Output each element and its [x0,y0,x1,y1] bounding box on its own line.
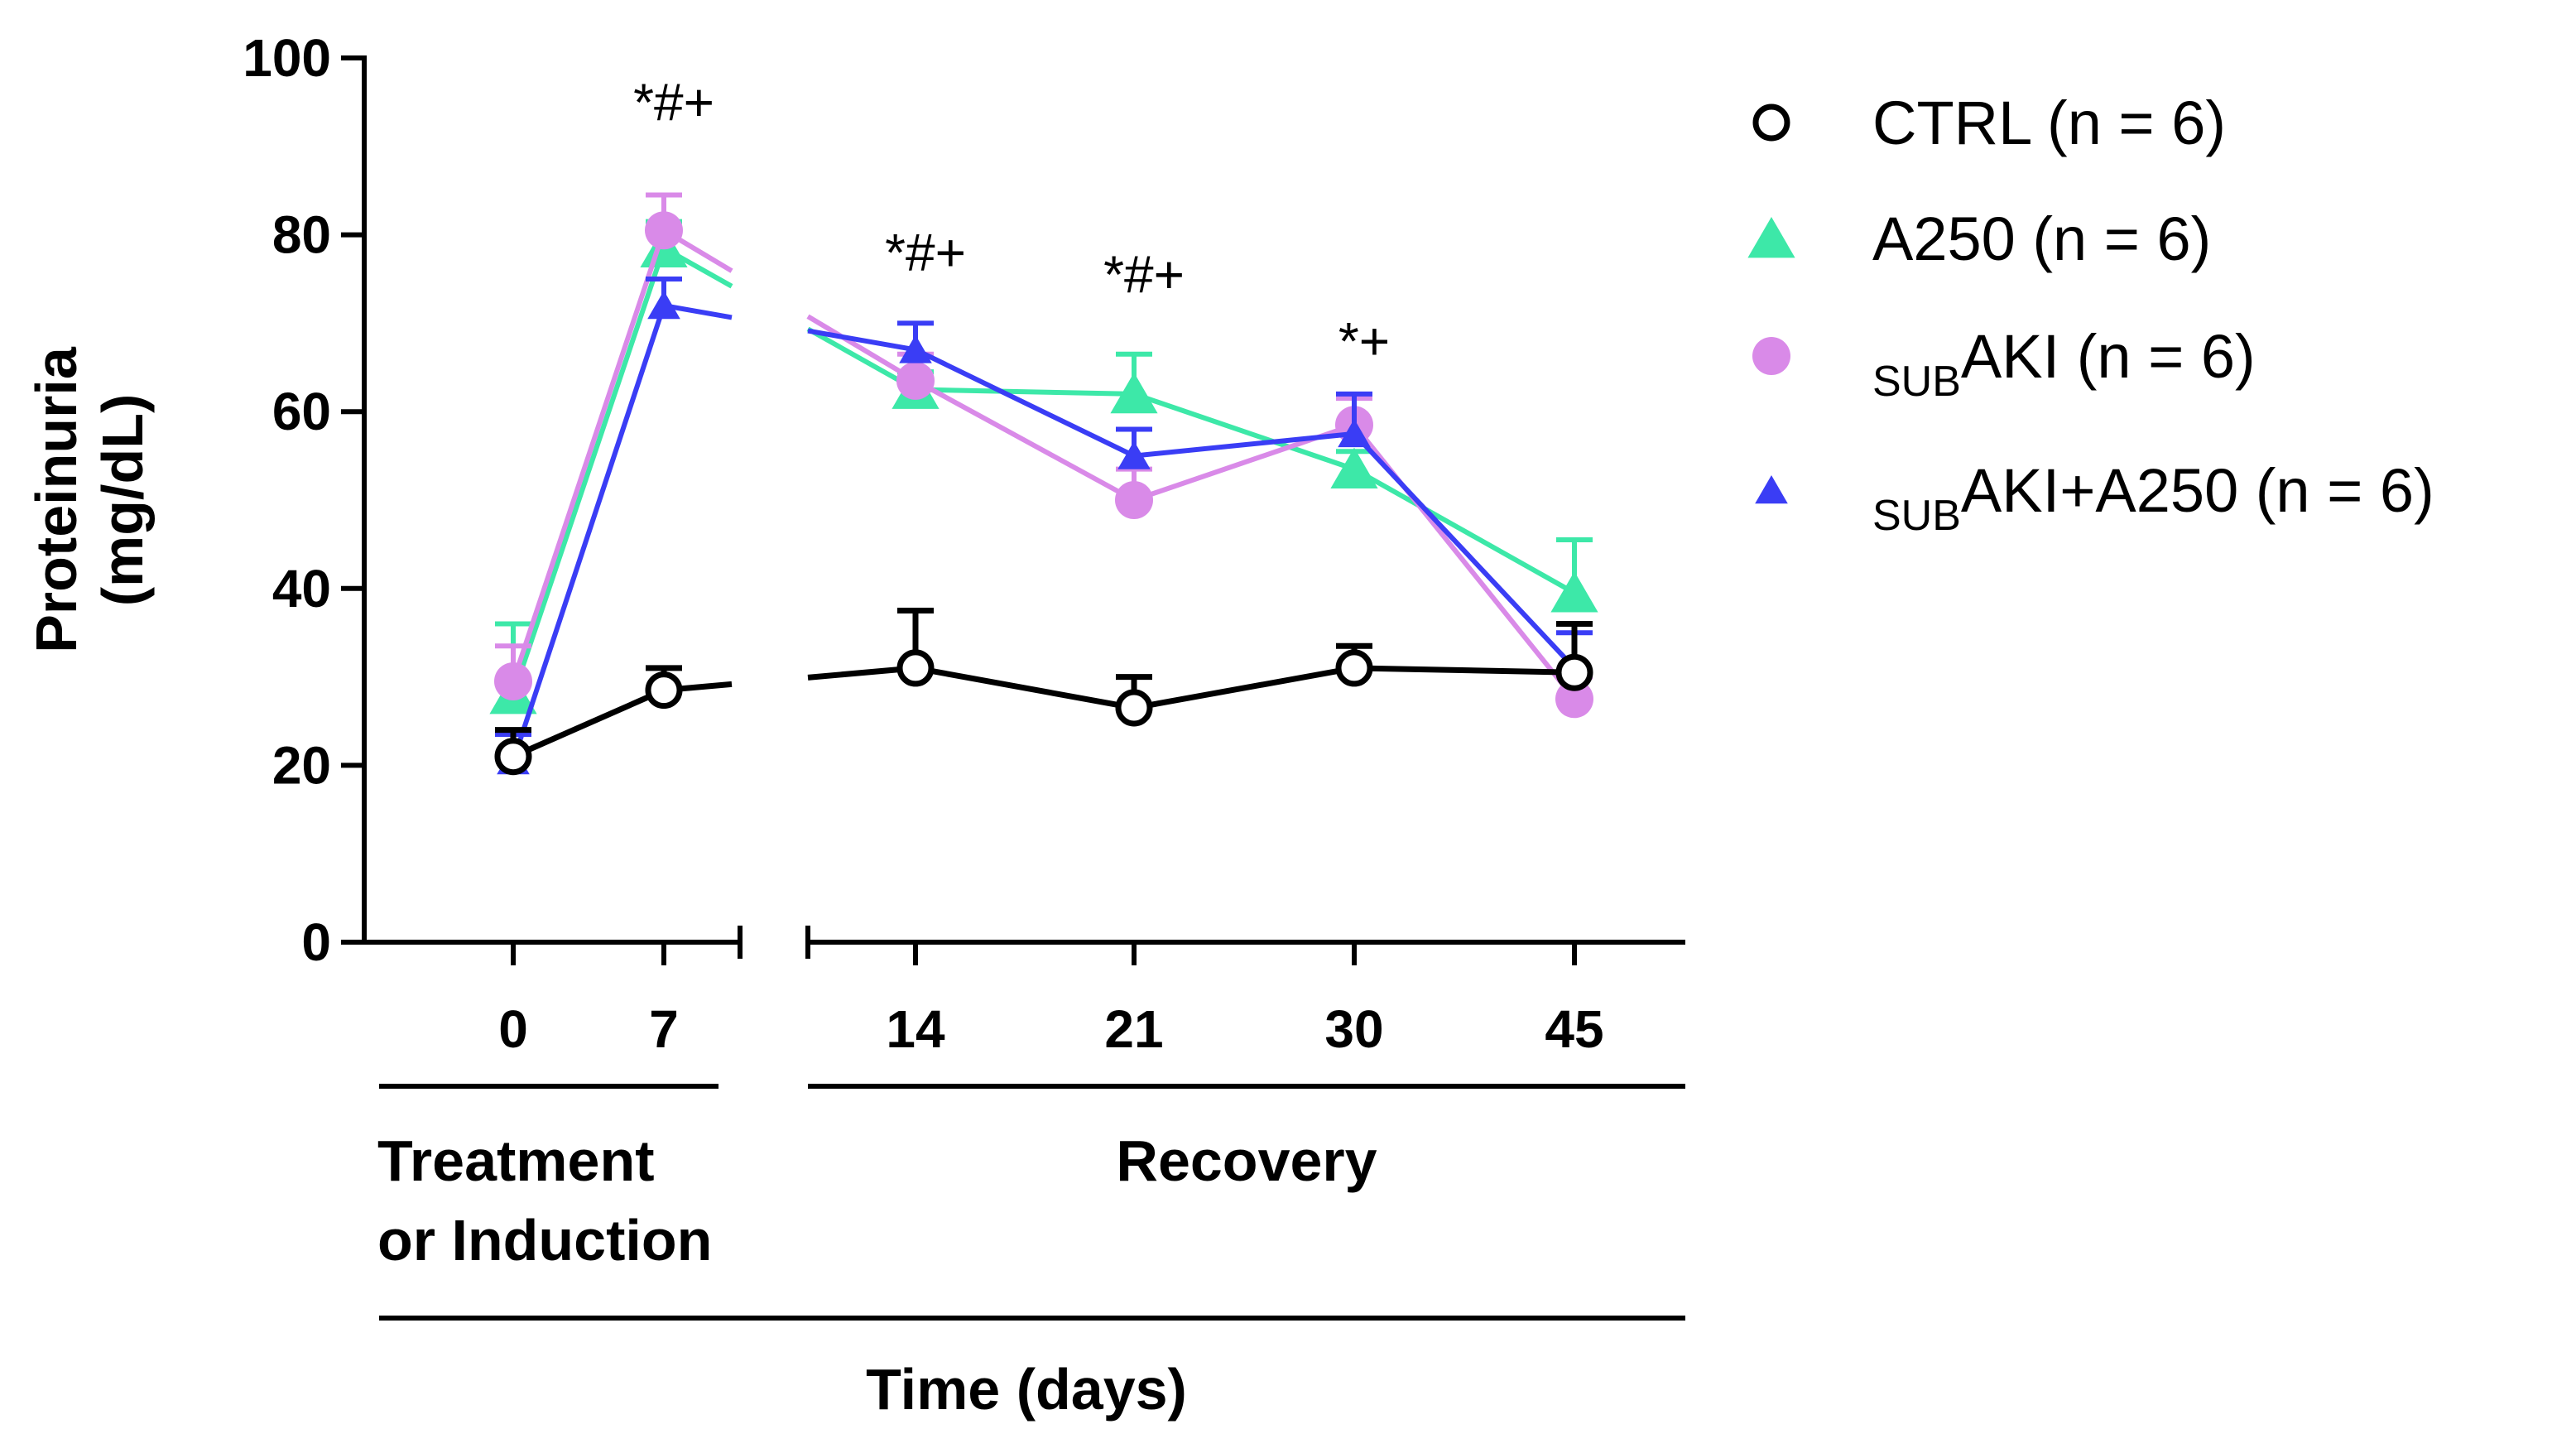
data-point [896,361,935,400]
significance-label: *#+ [885,223,966,282]
series-line-segment [1353,467,1576,595]
legend-item: SUBAKI (n = 6) [1752,322,2256,406]
data-point [1555,680,1593,719]
y-tick-label: 0 [301,912,331,972]
legend: CTRL (n = 6)A250 (n = 6)SUBAKI (n = 6)SU… [1747,89,2434,540]
legend-name: AKI [1961,322,2059,391]
data-point [1555,653,1593,691]
y-tick-label: 80 [272,205,331,265]
series-line-segment [512,687,666,759]
phase-label-line: Recovery [1116,1128,1377,1193]
series-line-segment [915,665,1135,711]
x-tick-label: 30 [1324,999,1383,1059]
series-line-segment [1133,431,1355,459]
legend-marker [1747,217,1795,258]
data-point [1330,447,1378,489]
data-point [896,649,935,687]
legend-n: (n = 6) [2238,456,2434,525]
series-line-segment [511,247,666,695]
data-point [494,738,532,776]
legend-marker [1752,337,1790,375]
series-line-segment [511,229,666,682]
data-point [1115,481,1153,519]
series-line-segment [1352,431,1577,670]
series-line-segment [806,314,917,383]
series-line-segment [915,387,1135,397]
legend-item: CTRL (n = 6) [1752,89,2226,157]
data-point [645,211,683,250]
legend-n: (n = 6) [2016,204,2212,273]
legend-subscript: SUB [1872,358,1961,406]
legend-item: SUBAKI+A250 (n = 6) [1755,456,2434,540]
data-point [1110,372,1158,414]
data-point [1550,571,1598,613]
legend-item: A250 (n = 6) [1747,204,2211,273]
data-point [899,334,932,363]
phase-label-treatment: Treatment or Induction [377,1128,712,1273]
phase-label-recovery: Recovery [1116,1128,1377,1193]
legend-name: A250 [1872,204,2016,273]
data-point [645,671,683,710]
x-axis-title: Time (days) [866,1357,1187,1422]
x-tick-label: 45 [1545,999,1603,1059]
y-axis-title: Proteinuria(mg/dL) [24,346,155,653]
data-point [1115,689,1153,727]
series-line-segment [663,303,733,320]
data-point [1335,649,1373,687]
series-ctrl [494,608,1593,776]
series-line-segment [1353,665,1575,676]
significance-label: *#+ [633,72,714,132]
legend-subscript: SUB [1872,492,1961,540]
significance-label: *#+ [1103,245,1185,305]
legend-marker [1752,103,1790,142]
series-line-segment [914,378,1136,503]
x-tick-label: 7 [649,999,679,1059]
legend-marker [1755,475,1788,504]
series-line-segment [914,347,1136,459]
y-tick-label: 20 [272,735,331,795]
y-axis-title-line: Proteinuria [24,346,89,653]
legend-label: SUBAKI+A250 (n = 6) [1872,456,2434,540]
phase-label-line: or Induction [377,1208,712,1273]
legend-n: (n = 6) [2031,89,2227,157]
series-line-segment [807,328,916,353]
y-tick-label: 60 [272,382,331,441]
legend-label: CTRL (n = 6) [1872,89,2226,157]
x-tick-label: 21 [1104,999,1163,1059]
data-point [1117,440,1151,469]
legend-label: SUBAKI (n = 6) [1872,322,2256,406]
series-layer [489,192,1598,776]
legend-n: (n = 6) [2059,322,2256,391]
x-tick-label: 14 [886,999,945,1059]
series-a250 [489,219,1598,714]
phase-label-line: Treatment [377,1128,655,1193]
data-point [647,291,680,320]
y-axis-title-line: (mg/dL) [90,394,155,607]
series-line-segment [1133,665,1355,711]
axes: 0 20 40 60 80 100 Proteinuria(mg/dL) 0 7 14 21 30 45… [24,28,1685,1422]
data-point [494,662,532,700]
significance-label: *+ [1338,311,1390,371]
y-tick-label: 40 [272,559,331,618]
series-line-segment [1133,392,1355,472]
data-point [1338,418,1371,448]
y-tick-label: 100 [243,28,331,88]
series-line-segment [511,305,666,763]
x-tick-label: 0 [498,999,528,1059]
legend-name: AKI+A250 [1961,456,2238,525]
legend-name: CTRL [1872,89,2031,157]
legend-label: A250 (n = 6) [1872,204,2211,273]
annotation-layer: *#+ *#+ *#+ *+ [633,72,1390,370]
series-aki [494,192,1593,719]
